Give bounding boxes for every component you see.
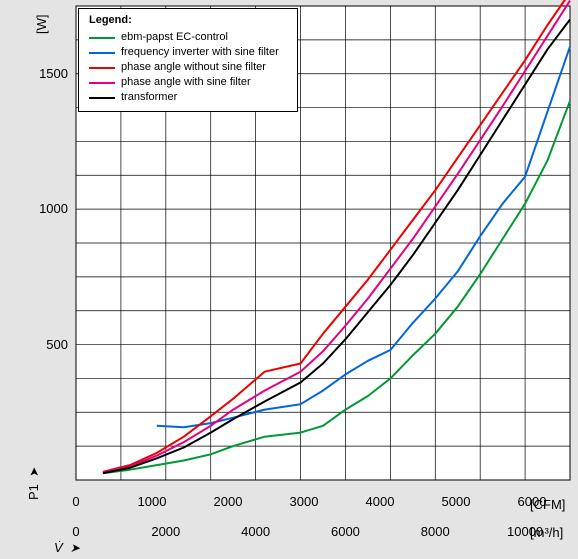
- legend-label: ebm-papst EC-control: [121, 30, 228, 45]
- y-axis-label: P1 ➤: [26, 467, 41, 500]
- y-unit: [W]: [34, 15, 49, 35]
- arrow-up-icon: ➤: [27, 467, 41, 477]
- legend-swatch: [89, 37, 115, 39]
- legend-item-ec: ebm-papst EC-control: [89, 30, 287, 45]
- legend-swatch: [89, 97, 115, 99]
- legend: Legend: ebm-papst EC-control frequency i…: [78, 8, 298, 112]
- legend-label: transformer: [121, 90, 177, 105]
- arrow-right-icon: ➤: [70, 541, 80, 555]
- legend-label: phase angle with sine filter: [121, 75, 251, 90]
- legend-item-freq: frequency inverter with sine filter: [89, 45, 287, 60]
- legend-swatch: [89, 82, 115, 84]
- legend-label: phase angle without sine filter: [121, 60, 266, 75]
- legend-item-phase-sine: phase angle with sine filter: [89, 75, 287, 90]
- x-axis-label: V̇ ➤: [54, 540, 80, 555]
- legend-swatch: [89, 52, 115, 54]
- legend-label: frequency inverter with sine filter: [121, 45, 279, 60]
- legend-item-phase-no-sine: phase angle without sine filter: [89, 60, 287, 75]
- legend-swatch: [89, 67, 115, 69]
- legend-title: Legend:: [89, 13, 287, 28]
- legend-item-transformer: transformer: [89, 90, 287, 105]
- power-vs-flow-chart: Legend: ebm-papst EC-control frequency i…: [0, 0, 578, 559]
